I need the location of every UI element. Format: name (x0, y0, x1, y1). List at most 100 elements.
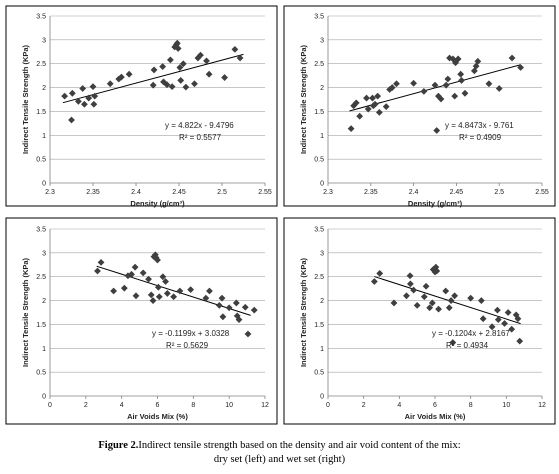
x-tick-label: 0 (48, 402, 52, 409)
data-point (390, 299, 398, 307)
data-point (154, 283, 162, 291)
data-point (215, 301, 223, 309)
data-point (488, 323, 496, 331)
y-tick-label: 2 (42, 298, 46, 305)
data-point (495, 85, 503, 92)
y-tick-label: 3.5 (36, 227, 46, 234)
data-point (504, 309, 512, 316)
data-point (501, 320, 508, 327)
data-point (485, 80, 493, 88)
data-point (494, 316, 502, 324)
data-point (202, 294, 210, 302)
scatter-panel-4: 0 0.5 1 1.5 2 2.5 3 3.5 0 2 4 6 8 10 12 Air Voids Mix (… (283, 217, 556, 425)
data-point (176, 287, 184, 295)
x-tick-label: 2.55 (258, 189, 272, 196)
figure-caption-label: Figure 2. (98, 440, 139, 451)
data-point (173, 39, 181, 47)
scatter-panel-1: 0 0.5 1 1.5 2 2.5 3 3.5 2.3 2.35 2.4 2.45 2.5 2.55 Den… (5, 5, 278, 208)
y-tick-label: 1.5 (314, 109, 324, 116)
data-point (514, 315, 522, 323)
data-point (117, 73, 125, 81)
data-point (442, 81, 450, 89)
x-tick-label: 2.55 (535, 189, 549, 196)
x-tick-label: 2.3 (45, 189, 55, 196)
data-point (420, 293, 428, 301)
data-point (218, 294, 226, 302)
data-point (406, 280, 414, 288)
trendline (96, 265, 251, 316)
x-tick-label: 2.35 (364, 189, 378, 196)
y-tick-label: 3 (320, 250, 324, 257)
trendline-equation: y = -0.1199x + 3.0328 (152, 329, 230, 338)
data-point (474, 57, 482, 65)
x-tick-label: 2.45 (450, 189, 464, 196)
data-point (150, 66, 158, 74)
data-point (170, 293, 178, 301)
data-point (347, 125, 355, 133)
data-point (410, 79, 417, 87)
data-point (205, 70, 213, 78)
x-tick-label: 2.5 (494, 189, 504, 196)
x-axis-title: Density (g/cm³) (130, 199, 185, 208)
data-point (435, 305, 442, 313)
data-point (81, 100, 88, 108)
data-point (155, 293, 163, 301)
x-tick-label: 2.35 (86, 189, 100, 196)
data-point (179, 60, 187, 68)
data-point (85, 94, 93, 102)
data-point (477, 297, 485, 304)
data-point (219, 313, 227, 321)
y-tick-label: 1 (320, 133, 324, 140)
data-point (176, 64, 184, 71)
data-point (232, 299, 240, 307)
y-tick-label: 2.5 (314, 61, 324, 68)
data-point (452, 59, 459, 67)
data-point (163, 290, 171, 297)
data-point (162, 278, 169, 285)
data-point (363, 94, 370, 102)
y-tick-label: 1 (42, 133, 46, 140)
trendline-equation: y = 4.822x - 9.4796 (165, 121, 234, 130)
x-tick-label: 12 (261, 402, 269, 409)
data-point (197, 51, 204, 59)
data-point (250, 306, 258, 314)
data-point (386, 86, 394, 93)
data-point (369, 94, 376, 102)
panel-frame (5, 217, 278, 425)
x-axis-title: Air Voids Mix (%) (127, 412, 188, 421)
y-tick-label: 3 (42, 37, 46, 44)
y-tick-label: 0 (320, 181, 324, 188)
data-point (221, 74, 228, 81)
data-point (231, 46, 239, 53)
data-point (149, 81, 157, 89)
data-point (350, 102, 358, 110)
data-point (149, 297, 157, 304)
panel-frame (5, 5, 278, 207)
x-tick-label: 2.5 (217, 189, 227, 196)
y-tick-label: 1 (42, 346, 46, 353)
y-tick-label: 3 (42, 250, 46, 257)
x-tick-label: 2.45 (172, 189, 186, 196)
data-point (120, 284, 128, 292)
data-point (432, 263, 440, 271)
data-point (225, 304, 233, 312)
data-point (132, 292, 140, 300)
data-point (159, 273, 167, 281)
y-tick-label: 0 (42, 181, 46, 188)
x-tick-label: 2.3 (323, 189, 333, 196)
r-squared-label: R² = 0.4909 (459, 133, 502, 142)
data-point (413, 301, 421, 309)
data-point (437, 95, 445, 103)
data-point (68, 116, 75, 124)
x-tick-label: 10 (502, 402, 510, 409)
data-point (388, 84, 396, 91)
data-point (446, 54, 453, 62)
x-tick-label: 4 (397, 402, 401, 409)
panel-frame (283, 5, 556, 207)
data-point (454, 55, 462, 63)
data-point (145, 275, 152, 283)
scatter-panel-3: 0 0.5 1 1.5 2 2.5 3 3.5 0 2 4 6 8 10 12 Air Voids Mix (… (5, 217, 278, 425)
y-tick-label: 0.5 (36, 157, 46, 164)
x-tick-label: 2 (362, 402, 366, 409)
